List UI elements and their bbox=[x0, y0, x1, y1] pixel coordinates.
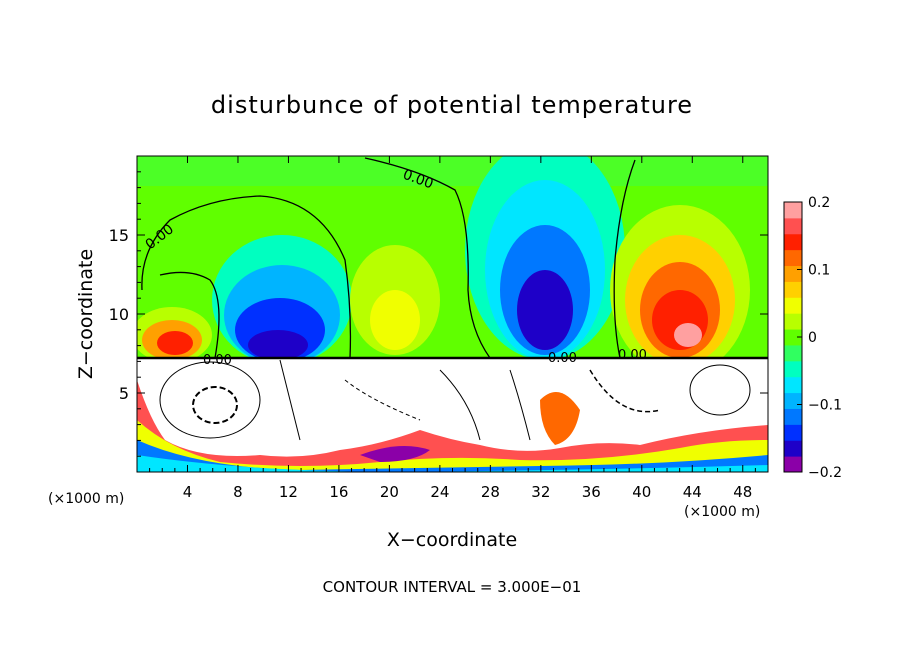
x-tick-label: 16 bbox=[329, 483, 348, 501]
colorbar-tick-label: −0.1 bbox=[808, 398, 842, 414]
cold-blob-a-core bbox=[248, 330, 308, 360]
colorbar-tick-label: 0.2 bbox=[808, 195, 830, 211]
lower-contours bbox=[159, 359, 751, 441]
x-axis: 4 8 12 16 20 24 28 32 36 40 44 48 bbox=[149, 156, 756, 501]
y-tick-label: 15 bbox=[109, 226, 129, 245]
y-tick-label: 10 bbox=[109, 305, 129, 324]
colorbar-swatch bbox=[784, 376, 802, 394]
colorbar-swatch bbox=[784, 329, 802, 346]
contour-interval-note: CONTOUR INTERVAL = 3.000E−01 bbox=[323, 578, 582, 596]
colorbar-swatch bbox=[784, 202, 802, 219]
colorbar-tick-label: 0.1 bbox=[808, 263, 830, 279]
x-axis-label: X−coordinate bbox=[387, 529, 517, 551]
x-tick-label: 8 bbox=[233, 483, 243, 501]
contour-label: 0.00 bbox=[618, 348, 647, 363]
lower-patch-purple bbox=[360, 446, 430, 462]
x-tick-label: 40 bbox=[632, 483, 651, 501]
colorbar-swatch bbox=[784, 392, 802, 409]
colorbar-swatch bbox=[784, 265, 802, 282]
y-tick-label: 5 bbox=[119, 384, 129, 403]
colorbar-swatch bbox=[784, 424, 802, 441]
colorbar-swatch bbox=[784, 281, 802, 298]
x-tick-label: 48 bbox=[733, 483, 752, 501]
colorbar-swatch bbox=[784, 456, 802, 473]
warm-blob-mid-core bbox=[370, 290, 420, 350]
upper-top-band bbox=[137, 156, 768, 186]
colorbar-swatch bbox=[784, 440, 802, 457]
warm-blob-right-peak bbox=[674, 323, 702, 347]
colorbar-swatch bbox=[784, 344, 802, 362]
colorbar-tick-label: −0.2 bbox=[808, 465, 842, 481]
chart-title: disturbunce of potential temperature bbox=[211, 91, 693, 119]
colorbar-swatch bbox=[784, 313, 802, 330]
lower-band-red bbox=[137, 380, 768, 472]
x-tick-label: 28 bbox=[481, 483, 500, 501]
x-tick-label: 12 bbox=[279, 483, 298, 501]
x-unit-left: (×1000 m) bbox=[48, 491, 124, 507]
contour-lines bbox=[141, 157, 636, 359]
x-tick-label: 44 bbox=[683, 483, 702, 501]
x-tick-label: 20 bbox=[380, 483, 399, 501]
colorbar-swatch bbox=[784, 249, 802, 267]
contour-label: 0.00 bbox=[548, 351, 577, 366]
colorbar-swatch bbox=[784, 360, 802, 378]
lower-band-yellow bbox=[137, 420, 768, 472]
x-unit-right: (×1000 m) bbox=[684, 504, 760, 520]
colorbar-swatch bbox=[784, 297, 802, 314]
colorbar-ticks: 0.2 0.1 0 −0.1 −0.2 bbox=[797, 195, 842, 481]
x-tick-label: 4 bbox=[183, 483, 193, 501]
colorbar-swatch bbox=[784, 233, 802, 251]
x-tick-label: 32 bbox=[531, 483, 550, 501]
x-tick-label: 36 bbox=[582, 483, 601, 501]
plot-area: 0.00 0.00 0.00 0.00 0.00 bbox=[137, 156, 768, 472]
colorbar-swatch bbox=[784, 217, 802, 235]
colorbar-tick-label: 0 bbox=[808, 330, 817, 346]
y-axis-label: Z−coordinate bbox=[75, 249, 97, 379]
x-tick-label: 24 bbox=[430, 483, 449, 501]
y-axis: 5 10 15 bbox=[109, 171, 768, 457]
cold-blob-b-core bbox=[517, 270, 573, 350]
warm-blob-left-center bbox=[157, 331, 193, 355]
contour-label: 0.00 bbox=[203, 353, 232, 368]
colorbar-swatch bbox=[784, 408, 802, 425]
lower-patch-orange bbox=[540, 392, 580, 445]
